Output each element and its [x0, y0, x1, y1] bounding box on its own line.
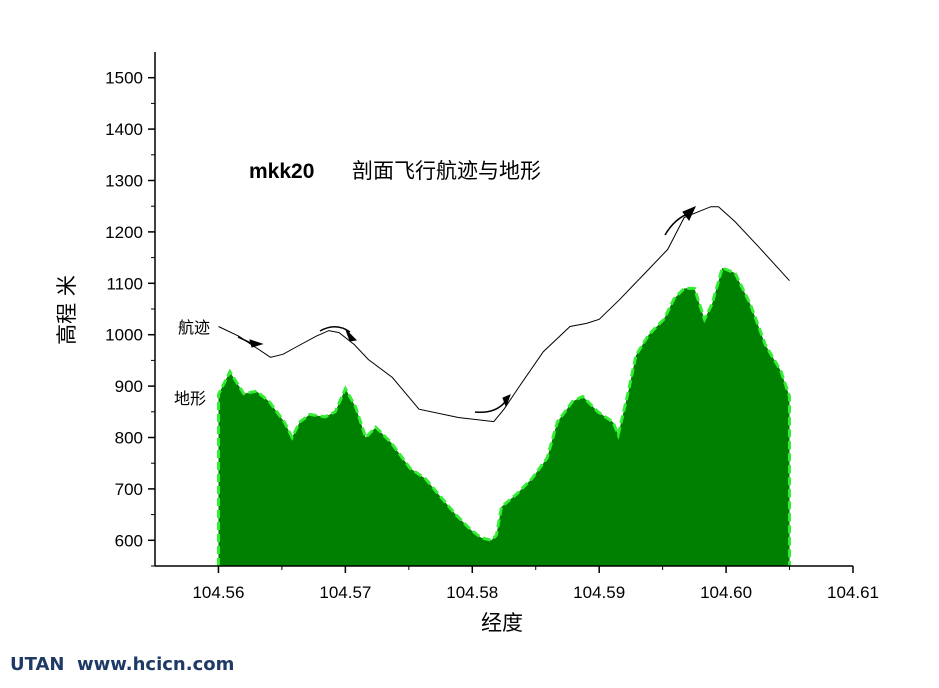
chart-title: 剖面飞行航迹与地形	[352, 159, 541, 183]
chart-title-code: mkk20	[249, 160, 314, 183]
terrain-area-layer	[216, 265, 792, 567]
y-axis-label: 高程 米	[55, 275, 79, 345]
annotation-track: 航迹	[178, 318, 210, 337]
x-tick-label: 104.57	[319, 583, 371, 602]
y-tick-label: 900	[115, 377, 143, 396]
y-tick-label: 1100	[106, 274, 143, 293]
arrow-icon	[345, 329, 358, 342]
direction-arrows	[237, 206, 696, 414]
annotation-terrain: 地形	[174, 389, 206, 408]
y-tick-label: 1300	[105, 172, 143, 191]
y-tick-label: 1200	[105, 223, 143, 242]
watermark: UTAN www.hcicn.com	[10, 654, 235, 675]
terrain-edge	[216, 265, 792, 567]
y-tick-label: 600	[115, 531, 143, 550]
x-axis-label: 经度	[481, 611, 523, 635]
x-tick-label: 104.56	[192, 583, 244, 602]
y-tick-label: 800	[115, 429, 143, 448]
y-tick-label: 1400	[105, 120, 143, 139]
axes: 600 700 800 900 1000 1100 1200 1300 1400 1500 104.…	[105, 52, 879, 602]
arrow-icon	[319, 326, 351, 333]
y-tick-label: 700	[115, 480, 143, 499]
arrow-icon	[682, 206, 696, 221]
x-tick-label: 104.61	[827, 583, 879, 602]
terrain-area	[218, 267, 790, 566]
x-tick-label: 104.59	[573, 583, 625, 602]
x-tick-label: 104.58	[446, 583, 498, 602]
x-tick-label: 104.60	[700, 583, 752, 602]
y-tick-label: 1500	[105, 69, 143, 88]
arrow-icon	[249, 339, 264, 348]
arrow-icon	[502, 394, 511, 408]
arrow-icon	[474, 401, 506, 414]
track-line	[218, 206, 790, 423]
y-tick-label: 1000	[105, 326, 143, 345]
track-line-layer	[218, 206, 790, 423]
